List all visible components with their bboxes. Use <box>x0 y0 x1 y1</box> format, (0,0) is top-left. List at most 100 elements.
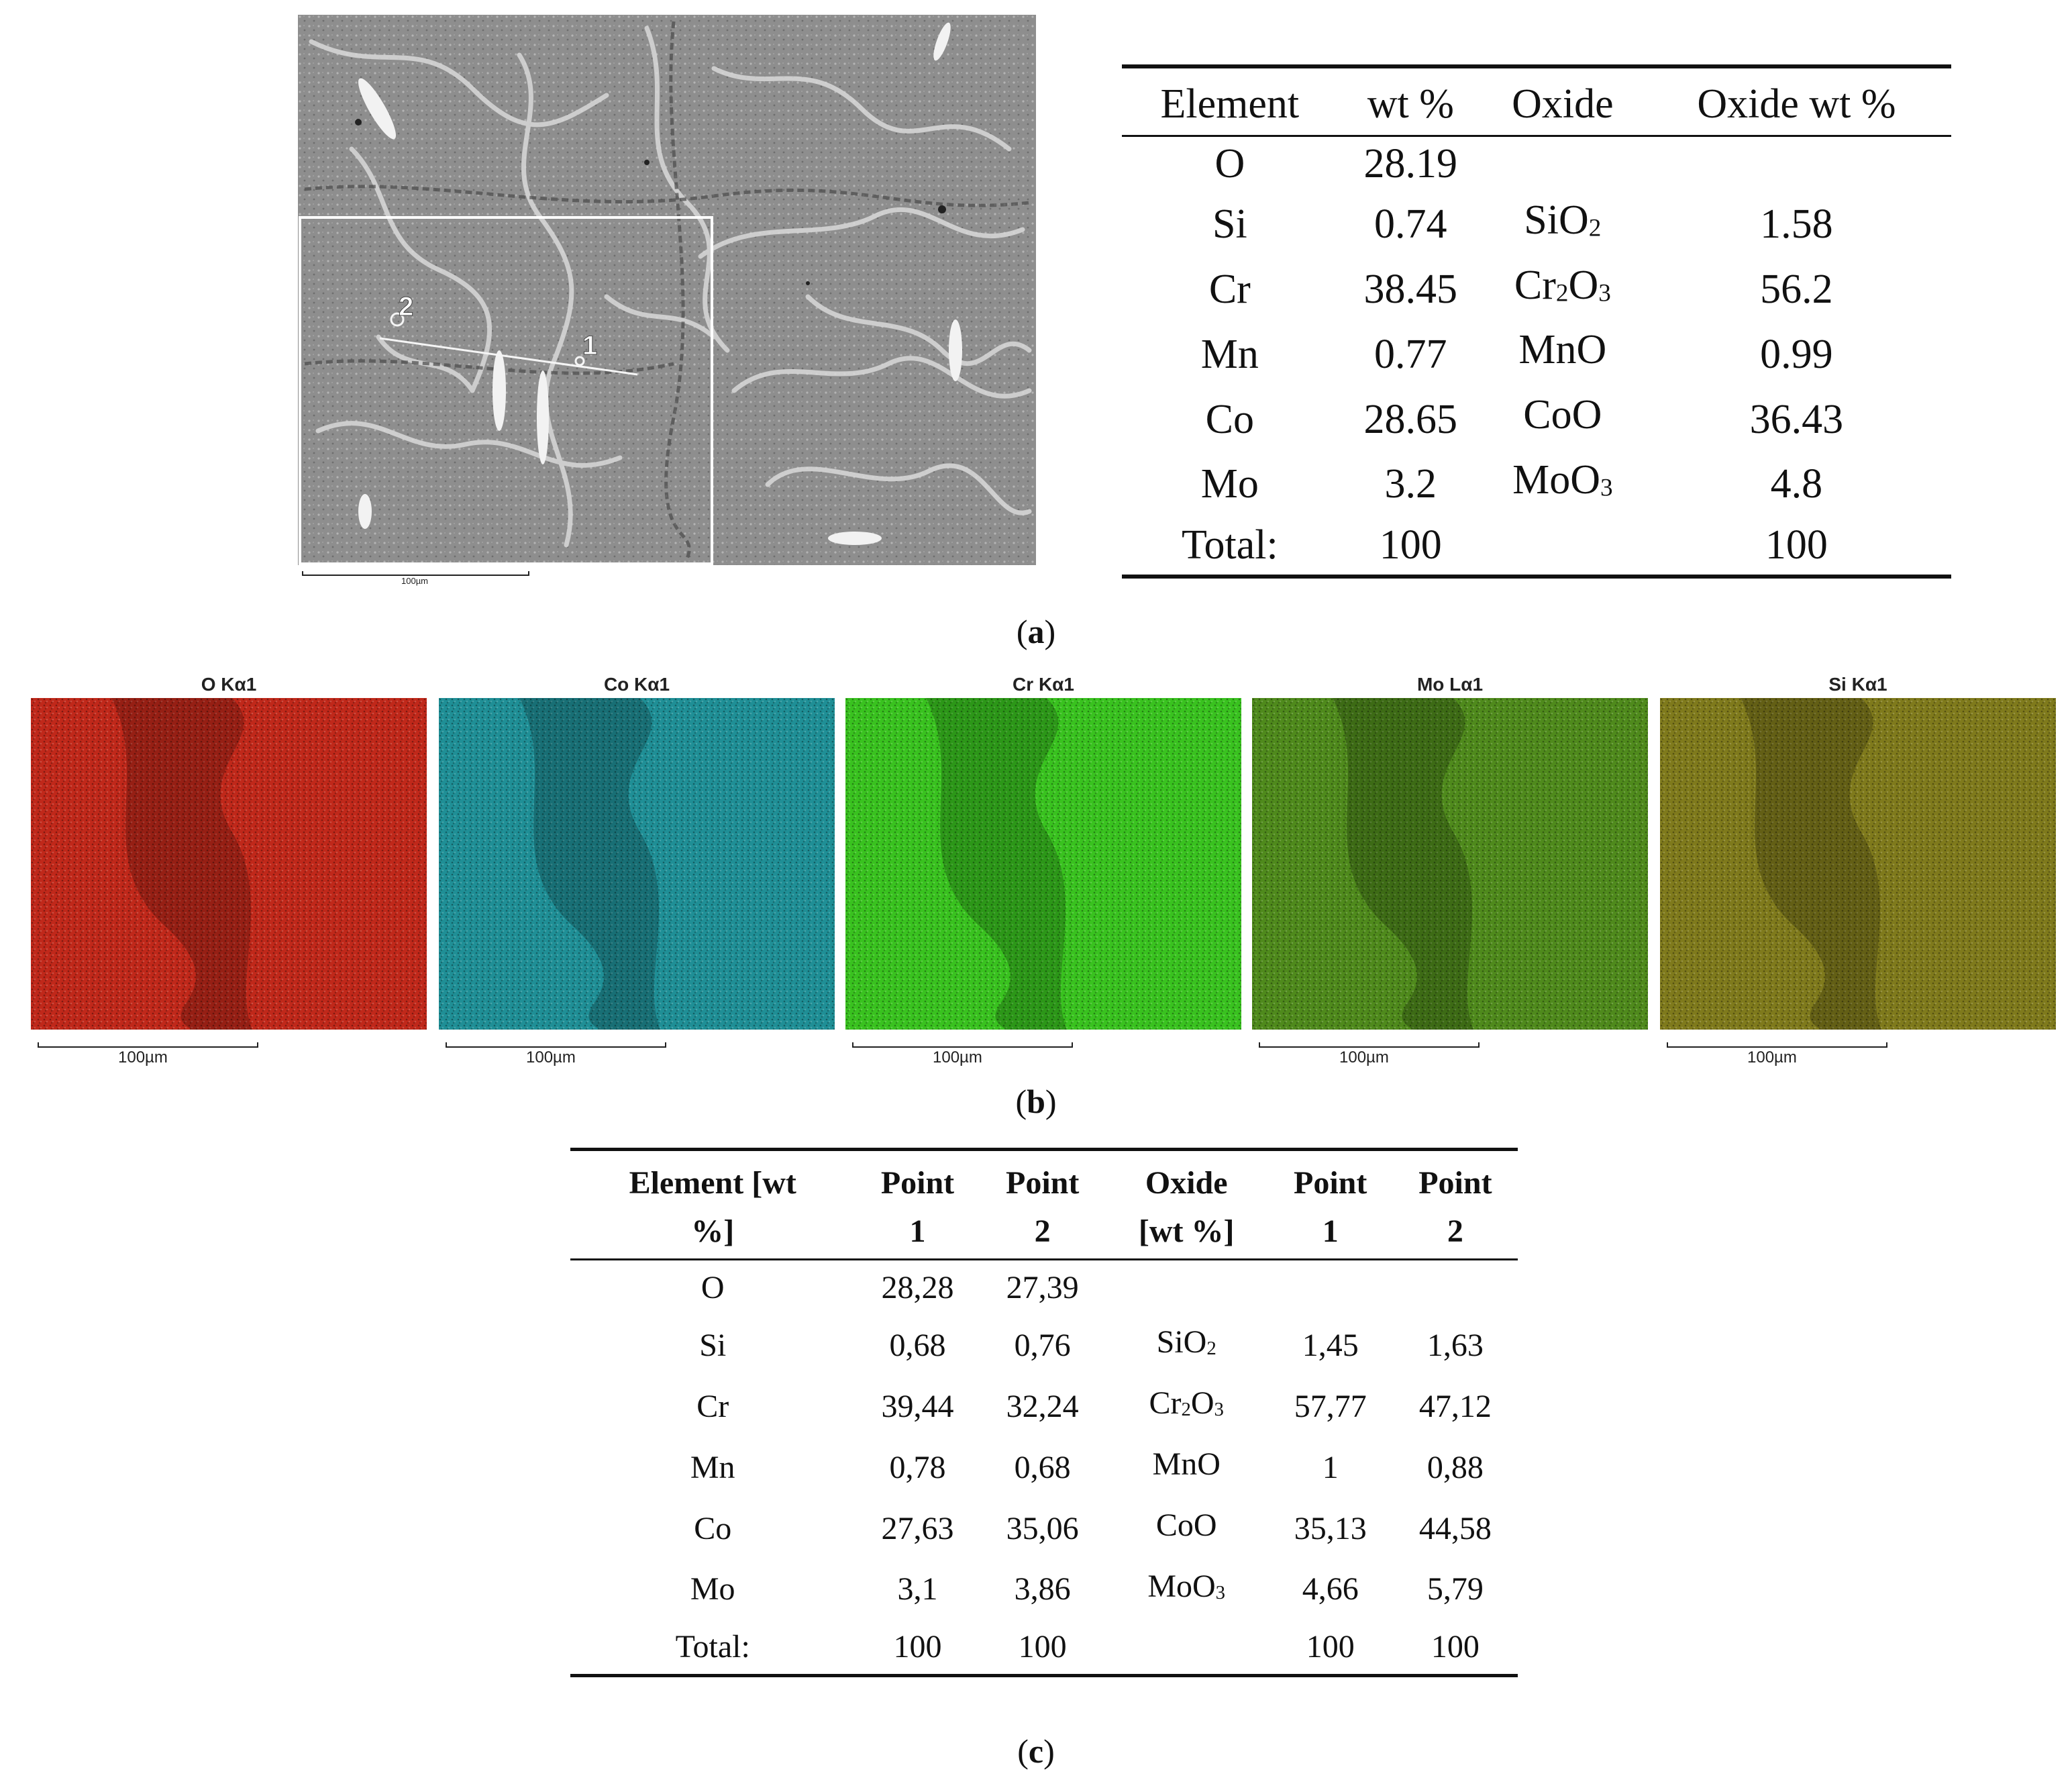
oxide-formula-part: Cr <box>1514 262 1556 308</box>
point1-cell: 0,78 <box>889 1449 946 1485</box>
point1-cell: 39,44 <box>881 1388 954 1424</box>
oxide-formula-part: SiO <box>1524 197 1589 243</box>
col-header: Point 2 <box>1393 1150 1518 1260</box>
element-cell: O <box>1214 141 1245 187</box>
col-header: Point 2 <box>980 1150 1105 1260</box>
element-cell: Mn <box>690 1449 735 1485</box>
caption-b: (b) <box>1015 1083 1057 1120</box>
point2-cell: 27,39 <box>1006 1270 1079 1305</box>
oxide-formula-subscript: 3 <box>1600 474 1613 502</box>
point-2-marker <box>390 312 405 327</box>
oxide-formula-subscript: 3 <box>1214 1398 1224 1420</box>
col-header-oxide: Oxide <box>1512 81 1614 127</box>
element-cell: Total: <box>1181 522 1278 568</box>
col-header-line1: Oxide <box>1145 1165 1228 1201</box>
oxide-formula-part: SiO <box>1156 1324 1207 1360</box>
map-image <box>439 698 835 1030</box>
oxide-formula-part: O <box>1190 1385 1214 1421</box>
col-header-line2: [wt %] <box>1138 1213 1235 1249</box>
point1-cell: 0,68 <box>889 1327 946 1363</box>
col-header-line2: %] <box>691 1213 735 1249</box>
oxide-formula-subscript: 3 <box>1598 279 1611 307</box>
oxide-point1-cell: 57,77 <box>1294 1388 1367 1424</box>
oxide-formula-part: MnO <box>1518 327 1607 373</box>
col-header: Oxide [wt %] <box>1105 1150 1268 1260</box>
element-map: Si Kα1 100µm <box>1660 671 2056 1077</box>
map-scale-label: 100µm <box>933 1048 982 1066</box>
point1-cell: 3,1 <box>897 1571 938 1607</box>
col-header-line1: Point <box>880 1165 955 1201</box>
map-scale-label: 100µm <box>526 1048 576 1066</box>
table-row: Mo 3.2 MoO3 4.8 <box>1122 453 1951 518</box>
element-cell: Cr <box>696 1388 729 1424</box>
element-cell: Total: <box>675 1629 750 1665</box>
wt-cell: 3.2 <box>1384 461 1437 507</box>
map-scale-bar: 100µm <box>439 1030 835 1077</box>
oxide-cell: MnO <box>1105 1437 1268 1498</box>
element-cell: Cr <box>1208 266 1251 313</box>
col-header-line2: 2 <box>1447 1213 1463 1249</box>
oxide-wt-cell: 36.43 <box>1749 396 1844 442</box>
col-header-line1: Point <box>1294 1165 1367 1201</box>
oxide-cell: Cr2O3 <box>1105 1376 1268 1437</box>
table-row: Cr 38.45 Cr2O3 56.2 <box>1122 258 1951 324</box>
col-header-element: Element <box>1160 81 1300 127</box>
element-map: Mo Lα1 100µm <box>1252 671 1648 1077</box>
table-row: Cr 39,44 32,24 Cr2O3 57,77 47,12 <box>570 1376 1518 1437</box>
table-row: Mo 3,1 3,86 MoO3 4,66 5,79 <box>570 1559 1518 1620</box>
col-header-line1: Point <box>1006 1165 1080 1201</box>
col-header-oxide-wt: Oxide wt % <box>1697 81 1896 127</box>
oxide-cell <box>1484 136 1642 194</box>
table-row: Co 27,63 35,06 CoO 35,13 44,58 <box>570 1498 1518 1559</box>
oxide-point2-cell: 0,88 <box>1427 1449 1484 1485</box>
map-title: Co Kα1 <box>603 674 670 695</box>
wt-cell: 28.19 <box>1363 141 1458 187</box>
point-1-label: 1 <box>582 331 597 360</box>
table-row: Total: 100 100 100 100 <box>570 1620 1518 1676</box>
point-2-label: 2 <box>399 292 413 321</box>
oxide-cell <box>1105 1620 1268 1676</box>
element-map: O Kα1 100µm <box>31 671 427 1077</box>
point1-cell: 28,28 <box>881 1270 954 1305</box>
oxide-point2-cell <box>1393 1260 1518 1315</box>
map-title: Mo Lα1 <box>1416 674 1484 695</box>
table-row: O 28.19 <box>1122 136 1951 194</box>
element-cell: Mo <box>690 1571 735 1607</box>
point-1-marker <box>574 356 585 366</box>
oxide-formula-subscript: 2 <box>1588 214 1602 242</box>
wt-cell: 38.45 <box>1363 266 1458 313</box>
table-row: Co 28.65 CoO 36.43 <box>1122 388 1951 453</box>
table-row: Si 0.74 SiO2 1.58 <box>1122 193 1951 258</box>
oxide-cell <box>1484 518 1642 577</box>
col-header-line1: Point <box>1418 1165 1492 1201</box>
oxide-formula-part: CoO <box>1523 392 1602 438</box>
sem-micrograph: 2 1 <box>298 15 1036 565</box>
oxide-point1-cell: 100 <box>1306 1629 1355 1665</box>
oxide-wt-cell: 56.2 <box>1760 266 1833 313</box>
element-map: Co Kα1 100µm <box>439 671 835 1077</box>
oxide-wt-cell: 100 <box>1765 522 1828 568</box>
oxide-point2-cell: 1,63 <box>1427 1327 1484 1363</box>
col-header-wt: wt % <box>1367 81 1454 127</box>
point1-cell: 27,63 <box>881 1510 954 1546</box>
map-title: Si Kα1 <box>1828 674 1887 695</box>
oxide-point2-cell: 44,58 <box>1418 1510 1492 1546</box>
col-header-line2: 1 <box>909 1213 926 1249</box>
element-cell: Mn <box>1200 331 1259 377</box>
oxide-formula-part: Cr <box>1149 1385 1182 1421</box>
element-cell: Co <box>694 1510 732 1546</box>
table-row: Mn 0.77 MnO 0.99 <box>1122 323 1951 388</box>
point2-cell: 32,24 <box>1006 1388 1079 1424</box>
col-header: Point 1 <box>1268 1150 1393 1260</box>
oxide-point1-cell: 4,66 <box>1302 1571 1359 1607</box>
map-scale-bar: 100µm <box>845 1030 1241 1077</box>
line-scan <box>379 337 638 376</box>
oxide-point1-cell: 1 <box>1322 1449 1339 1485</box>
point2-cell: 0,76 <box>1014 1327 1071 1363</box>
map-scale-bar: 100µm <box>31 1030 427 1077</box>
oxide-point2-cell: 47,12 <box>1418 1388 1492 1424</box>
table-row: O 28,28 27,39 <box>570 1260 1518 1315</box>
col-header: Point 1 <box>855 1150 980 1260</box>
oxide-point1-cell: 1,45 <box>1302 1327 1359 1363</box>
oxide-point2-cell: 5,79 <box>1427 1571 1484 1607</box>
